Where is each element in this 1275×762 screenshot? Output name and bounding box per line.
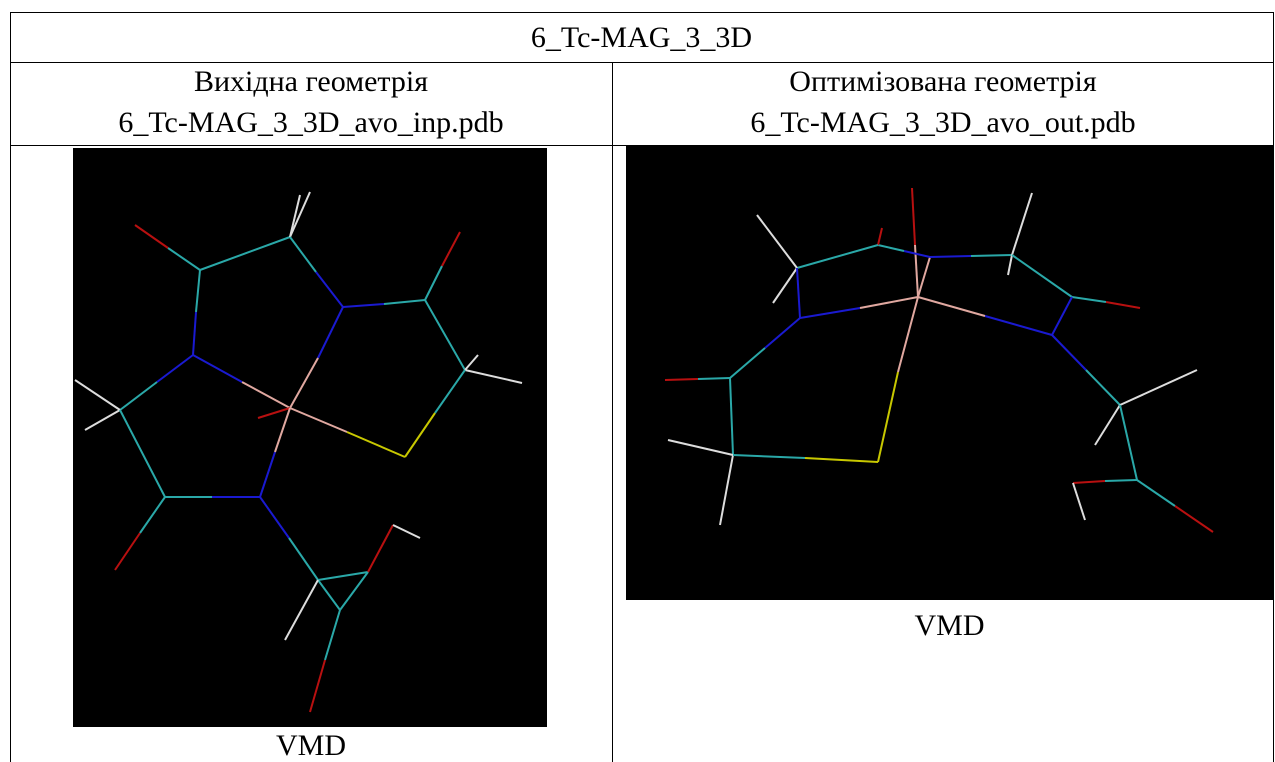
bond bbox=[665, 379, 698, 380]
page: 6_Tc-MAG_3_3D Вихідна геометрія 6_Tc-MAG… bbox=[0, 0, 1275, 762]
bond bbox=[930, 256, 971, 257]
image-caption: VMD bbox=[626, 608, 1273, 644]
vmd-image bbox=[73, 148, 547, 727]
bond bbox=[971, 255, 1012, 256]
bond bbox=[1105, 480, 1137, 481]
molecule-images bbox=[0, 0, 1275, 762]
vmd-image bbox=[626, 146, 1273, 600]
image-caption: VMD bbox=[10, 728, 612, 762]
bond bbox=[698, 378, 730, 379]
